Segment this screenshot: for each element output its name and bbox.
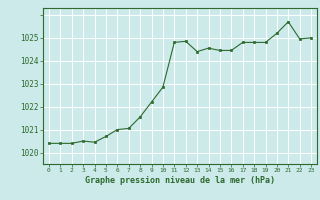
- X-axis label: Graphe pression niveau de la mer (hPa): Graphe pression niveau de la mer (hPa): [85, 176, 275, 185]
